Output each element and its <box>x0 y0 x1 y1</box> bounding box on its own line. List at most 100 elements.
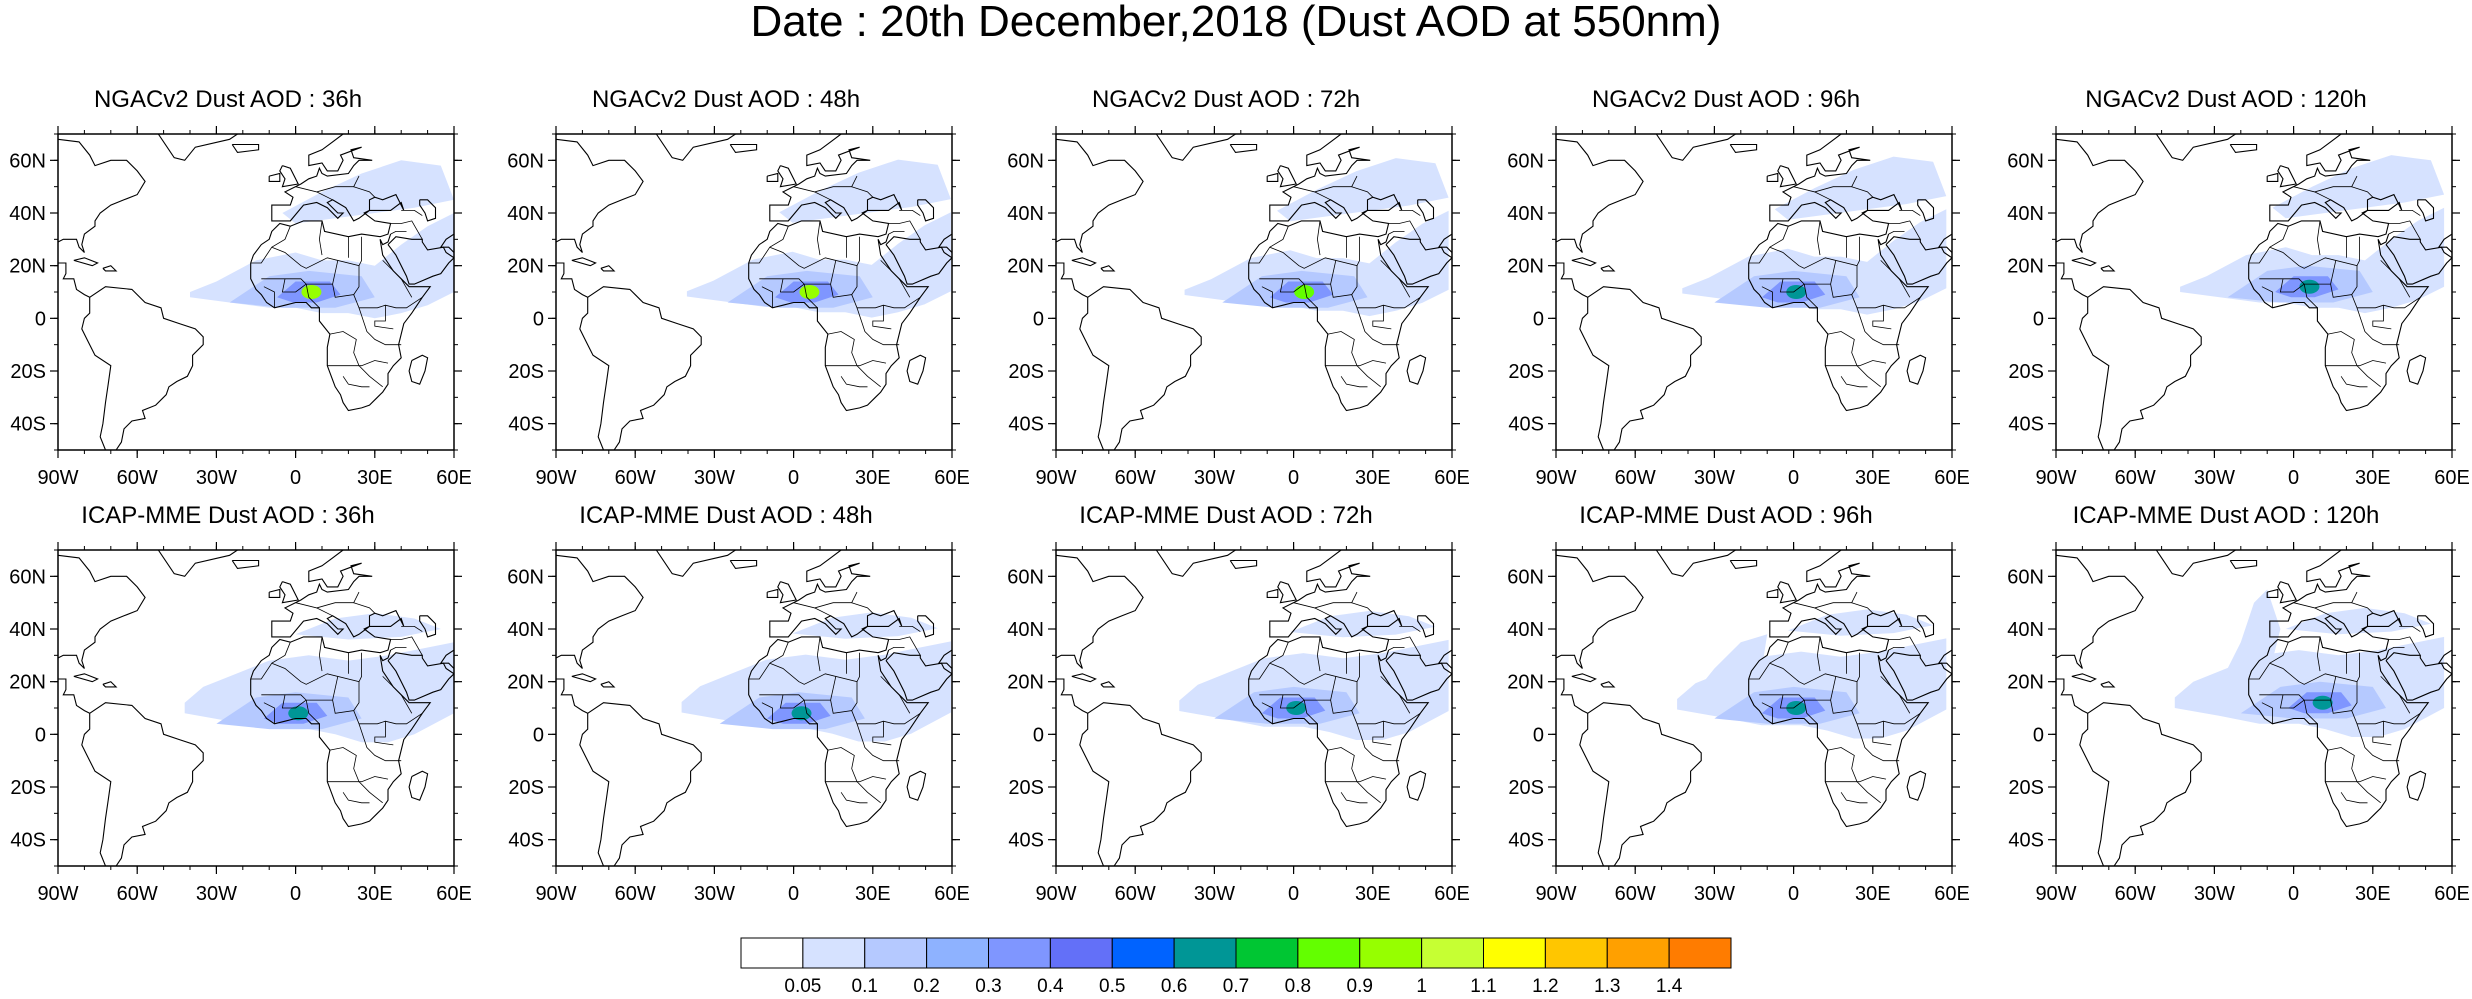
y-tick-label: 40N <box>9 619 46 641</box>
y-tick-label: 20S <box>2008 361 2044 383</box>
colorbar-box <box>1668 937 1732 969</box>
panel-title: NGACv2 Dust AOD : 120h <box>2085 86 2367 113</box>
country-border <box>1398 278 1411 298</box>
x-tick-label: 60W <box>1115 467 1156 489</box>
country-border <box>1899 210 1921 216</box>
x-tick-label: 30W <box>2194 467 2235 489</box>
coastline <box>2071 257 2097 267</box>
country-border <box>1840 792 1868 804</box>
coastline <box>655 550 736 577</box>
country-border <box>830 284 921 309</box>
x-tick-label: 30W <box>1694 467 1735 489</box>
map-panel: NGACv2 Dust AOD : 120h 90W 60W 30W 0 30E 60E 60… <box>1998 86 2470 489</box>
coastline <box>1655 134 1736 161</box>
dust-peak <box>2312 695 2333 710</box>
y-tick-label: 40N <box>1007 203 1044 225</box>
colorbar-label: 1.3 <box>1594 976 1620 997</box>
map-svg: 90W 60W 30W 0 30E 60E 60N 40N 20N 0 20S 40S <box>507 542 970 905</box>
y-tick-label: 0 <box>1533 308 1544 330</box>
country-border <box>2388 220 2421 240</box>
panel-title: ICAP-MME Dust AOD : 72h <box>1079 502 1373 529</box>
y-tick-label: 60N <box>507 566 544 588</box>
coastline <box>556 138 644 253</box>
country-border <box>1779 694 1805 709</box>
coastline <box>58 554 146 669</box>
x-tick-label: 0 <box>1288 883 1299 905</box>
coastline <box>766 588 779 598</box>
coastline <box>556 678 588 714</box>
coastline <box>2056 138 2144 253</box>
coastline <box>1100 265 1116 272</box>
coastline <box>1766 588 1779 598</box>
country-border <box>353 602 376 614</box>
coastline <box>1885 652 1952 701</box>
y-tick-label: 40N <box>507 203 544 225</box>
x-tick-label: 0 <box>788 883 799 905</box>
colorbar-box <box>1544 937 1608 969</box>
x-tick-label: 60E <box>2434 467 2470 489</box>
country-border <box>2372 721 2392 746</box>
country-border <box>329 747 383 804</box>
coastline <box>2100 681 2116 688</box>
coastline <box>2266 172 2279 182</box>
x-tick-label: 0 <box>1288 467 1299 489</box>
x-tick-label: 60W <box>1615 883 1656 905</box>
coastline <box>2155 550 2236 577</box>
coastline <box>2406 770 2427 801</box>
dust-peak <box>799 285 820 299</box>
coastline <box>157 550 238 577</box>
country-border <box>830 700 921 725</box>
coastline <box>1748 134 1903 264</box>
country-border <box>840 792 868 804</box>
country-border <box>2325 776 2387 783</box>
country-border <box>400 278 413 298</box>
coastline <box>1248 550 1403 680</box>
country-border <box>1827 747 1881 804</box>
country-border <box>898 278 911 298</box>
y-tick-label: 40S <box>10 414 46 436</box>
coastline <box>1906 354 1927 385</box>
country-border <box>1779 278 1805 293</box>
country-border <box>1372 305 1392 330</box>
dust-plume-outer <box>2285 607 2431 635</box>
country-border <box>2279 694 2305 709</box>
y-tick-label: 20S <box>2008 777 2044 799</box>
country-border <box>1356 723 1400 762</box>
coastline <box>1579 286 1702 450</box>
country-border <box>2327 331 2381 388</box>
coastline <box>73 257 99 267</box>
country-border <box>1303 700 1318 725</box>
map-panel: NGACv2 Dust AOD : 96h 90W 60W 30W 0 30E 60E 60N… <box>1498 86 1970 489</box>
country-border <box>1388 220 1421 240</box>
y-tick-label: 20N <box>1507 672 1544 694</box>
coastline <box>1385 236 1452 285</box>
country-border <box>1872 305 1892 330</box>
coastline <box>1917 615 1935 638</box>
coastline <box>1777 581 1798 604</box>
y-tick-label: 60N <box>1007 566 1044 588</box>
coastline <box>777 581 798 604</box>
country-border <box>327 360 389 367</box>
x-tick-label: 60W <box>1615 467 1656 489</box>
coastline <box>1079 286 1202 450</box>
y-tick-label: 40N <box>507 619 544 641</box>
country-border <box>2259 260 2337 285</box>
country-border <box>295 175 360 193</box>
country-border <box>851 602 874 614</box>
main-title: Date : 20th December,2018 (Dust AOD at 5… <box>750 0 1722 46</box>
coastline <box>1885 236 1952 285</box>
coastline <box>419 615 437 638</box>
y-tick-label: 40N <box>1507 619 1544 641</box>
y-tick-label: 20N <box>2007 256 2044 278</box>
coastline <box>2248 550 2403 680</box>
country-border <box>1899 626 1921 632</box>
coastline <box>2277 581 2298 604</box>
y-tick-label: 0 <box>35 308 46 330</box>
y-tick-label: 0 <box>2033 308 2044 330</box>
map-svg: 90W 60W 30W 0 30E 60E 60N 40N 20N 0 20S 40S <box>2007 126 2470 489</box>
country-border <box>1761 702 1773 724</box>
colorbar-label: 0.2 <box>913 976 939 997</box>
y-tick-label: 40S <box>508 830 544 852</box>
coastline <box>1071 673 1097 683</box>
coastline <box>748 134 903 264</box>
